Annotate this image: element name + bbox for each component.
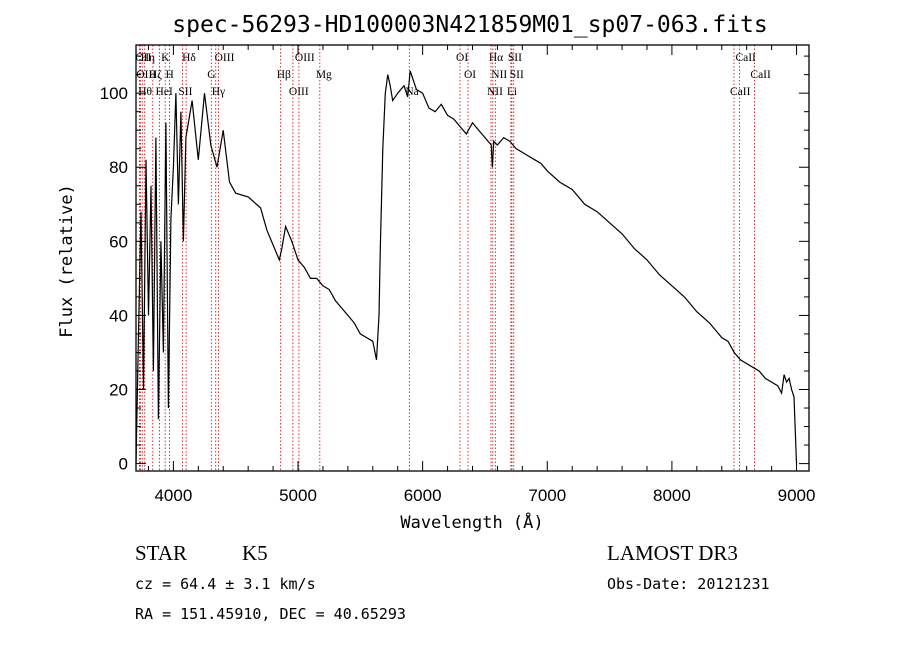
obs-date: Obs-Date: 20121231 (607, 575, 770, 593)
line-markers (138, 45, 755, 471)
x-tick-label: 9000 (778, 486, 816, 505)
line-marker-label: K (161, 52, 170, 64)
x-tick-label: 6000 (404, 486, 442, 505)
line-marker-label: HeI (156, 86, 173, 98)
line-marker-label: Hθ (138, 86, 152, 98)
y-tick-label: 0 (119, 455, 128, 474)
coordinates: RA = 151.45910, DEC = 40.65293 (135, 605, 406, 623)
line-marker-label: G (207, 69, 215, 81)
x-axis-label: Wavelength (Å) (400, 511, 543, 533)
line-marker-label: Mg (316, 69, 332, 81)
line-marker-label: Hη (141, 52, 155, 64)
line-marker-label: SII (510, 69, 524, 81)
line-marker-label: CaII (730, 86, 751, 98)
survey-name: LAMOST DR3 (607, 541, 738, 565)
y-tick-label: 20 (109, 381, 128, 400)
y-tick-label: 100 (100, 84, 128, 103)
line-marker-label: OI (456, 52, 468, 64)
x-tick-label: 8000 (653, 486, 691, 505)
x-tick-label: 5000 (279, 486, 317, 505)
x-axis-ticks: 4000 5000 6000 7000 8000 9000 (147, 45, 816, 505)
line-marker-label: Hδ (182, 52, 196, 64)
line-marker-label: SII (508, 52, 522, 64)
y-tick-label: 60 (109, 232, 128, 251)
line-marker-label: Li (507, 86, 517, 98)
x-tick-label: 4000 (154, 486, 192, 505)
line-marker-label: H (166, 69, 174, 81)
line-marker-label: OIII (136, 69, 156, 81)
line-marker-label: Hβ (277, 69, 291, 81)
line-marker-label: OIII (215, 52, 235, 64)
x-tick-label: 7000 (528, 486, 566, 505)
spectrum-line (135, 70, 798, 464)
redshift-value: cz = 64.4 ± 3.1 km/s (135, 575, 316, 593)
line-marker-label: OIII (295, 52, 315, 64)
line-marker-label: SII (178, 86, 192, 98)
line-marker-label: Hγ (212, 86, 225, 98)
line-marker-label: Hα (489, 52, 503, 64)
y-axis-label: Flux (relative) (57, 184, 77, 338)
line-marker-label: CaII (750, 69, 771, 81)
line-marker-label: Hζ (149, 69, 162, 81)
y-tick-label: 40 (109, 306, 128, 325)
y-tick-label: 80 (109, 158, 128, 177)
line-marker-label: NII (491, 69, 507, 81)
line-marker-label: OIII (289, 86, 309, 98)
line-marker-label: OII (135, 52, 151, 64)
y-axis-ticks: 0 20 40 60 80 100 (100, 55, 809, 474)
line-marker-label: CaII (735, 52, 756, 64)
line-marker-labels: OII OIII Hθ Hη Hζ HeI KH SII Hδ G Hγ OIII Hβ OIII OIII… (135, 52, 771, 98)
object-type: STAR (135, 541, 187, 565)
chart-title: spec-56293-HD100003N421859M01_sp07-063.f… (172, 12, 767, 38)
plot-frame (135, 44, 810, 472)
subclass: K5 (242, 541, 268, 565)
line-marker-label: OI (464, 69, 476, 81)
line-marker-label: NII (487, 86, 503, 98)
